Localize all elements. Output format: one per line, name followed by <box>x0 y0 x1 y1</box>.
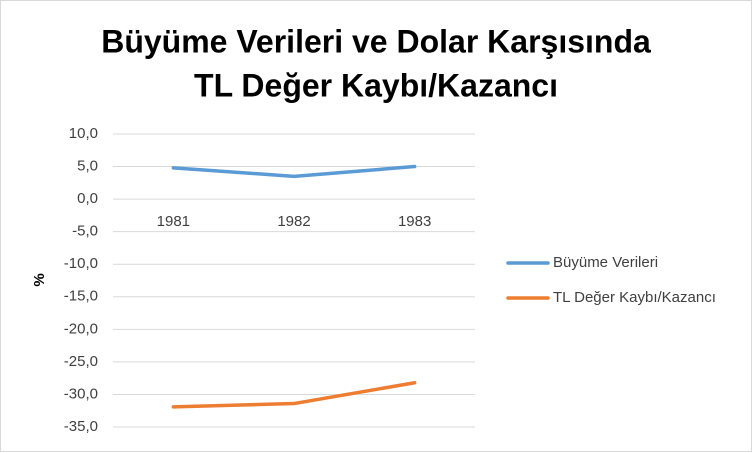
chart-title: TL Değer Kaybı/Kazancı <box>194 67 558 103</box>
legend-label: Büyüme Verileri <box>553 254 658 271</box>
y-tick-label: 0,0 <box>77 190 98 207</box>
chart-title: Büyüme Verileri ve Dolar Karşısında <box>101 23 651 59</box>
y-tick-label: 10,0 <box>69 125 98 142</box>
x-tick-label: 1983 <box>398 213 431 230</box>
y-tick-label: -35,0 <box>64 418 98 435</box>
x-tick-label: 1981 <box>157 213 190 230</box>
x-tick-label: 1982 <box>277 213 310 230</box>
y-tick-label: -30,0 <box>64 385 98 402</box>
y-axis-label: % <box>31 273 48 286</box>
legend-label: TL Değer Kaybı/Kazancı <box>553 289 716 306</box>
y-tick-label: -20,0 <box>64 320 98 337</box>
y-tick-label: 5,0 <box>77 158 98 175</box>
y-tick-label: -5,0 <box>72 223 98 240</box>
data-line <box>171 164 417 179</box>
y-tick-label: -25,0 <box>64 353 98 370</box>
data-line <box>171 380 417 409</box>
y-tick-label: -10,0 <box>64 255 98 272</box>
y-tick-label: -15,0 <box>64 288 98 305</box>
